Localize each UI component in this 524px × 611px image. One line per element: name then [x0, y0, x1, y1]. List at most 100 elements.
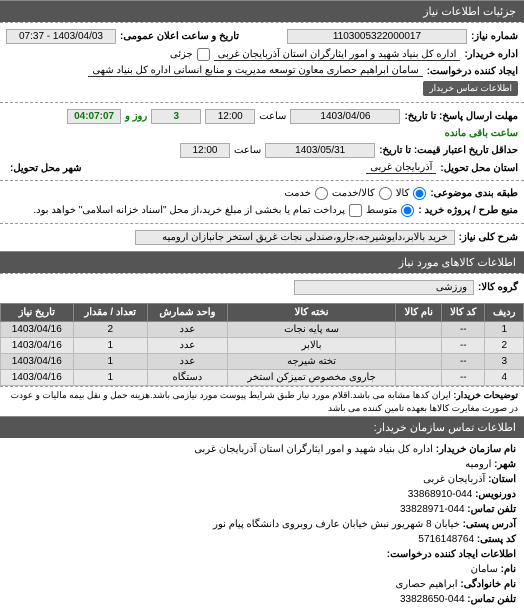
table-cell: -- [442, 322, 485, 338]
goods-header-title: اطلاعات کالاهای مورد نیاز [399, 257, 516, 269]
table-row: 3--تخته شیرجهعدد11403/04/16 [1, 354, 524, 370]
need-desc-label: شرح کلی نیاز: [459, 232, 518, 243]
table-cell: جاروی مخصوص تمیزکن استخر [227, 370, 396, 386]
buyer-notes-section: توضیحات خریدار: ایران کدها مشابه می باشد… [0, 386, 524, 416]
name-label: نام: [501, 564, 516, 575]
req-no-label: شماره نیاز: [471, 31, 518, 42]
phone2-value: 044-33828650 [400, 594, 465, 605]
credit-time: 12:00 [180, 143, 230, 158]
fax-value: 044-33868910 [408, 489, 473, 500]
fax-label: دورنویس: [475, 489, 516, 500]
table-cell [396, 354, 442, 370]
table-cell: 1403/04/16 [1, 322, 74, 338]
remain-label: ساعت باقی مانده [445, 128, 518, 139]
send-date: 1403/04/06 [290, 109, 400, 124]
table-cell: بالابر [227, 338, 396, 354]
table-cell: 1403/04/16 [1, 370, 74, 386]
family-label: نام خانوادگی: [460, 579, 516, 590]
table-cell: 3 [485, 354, 524, 370]
purchase-type-label: منبع طرح / پروژه خرید : [418, 205, 518, 216]
delivery-state-label: استان محل تحویل: [440, 163, 518, 174]
opt-medium-radio[interactable] [401, 204, 414, 217]
table-cell: 1 [73, 370, 147, 386]
table-cell: 4 [485, 370, 524, 386]
send-time: 12:00 [205, 109, 255, 124]
buyer-value: اداره کل بنیاد شهید و امور ایثارگران است… [214, 49, 461, 61]
table-cell: 1 [73, 354, 147, 370]
address-label: آدرس پستی: [463, 519, 516, 530]
opt-goods-radio[interactable] [413, 187, 426, 200]
table-row: 1-- سه پایه نجاتعدد21403/04/16 [1, 322, 524, 338]
phone-label: تلفن تماس: [467, 504, 516, 515]
org-label: نام سازمان خریدار: [436, 444, 516, 455]
table-cell: -- [442, 370, 485, 386]
panel-header: جزئیات اطلاعات نیاز [0, 0, 524, 22]
table-cell: 1 [485, 322, 524, 338]
table-cell: عدد [147, 322, 227, 338]
req-no-value: 1103005322000017 [287, 29, 467, 44]
opt-medium: متوسط [366, 205, 397, 216]
opt-svc-radio[interactable] [315, 187, 328, 200]
table-header: کد کالا [442, 304, 485, 322]
buyer-notes-text: ایران کدها مشابه می باشد.اقلام مورد نیاز… [11, 390, 518, 413]
buyer-notes-label: توضیحات خریدار: [453, 390, 518, 400]
org-value: اداره کل بنیاد شهید و امور ایثارگران است… [194, 444, 433, 455]
requester-value: سامان ابراهیم حصاری معاون توسعه مدیریت و… [88, 65, 422, 77]
name-value: سامان [471, 564, 498, 575]
announce-label: تاریخ و ساعت اعلان عمومی: [120, 31, 239, 42]
table-cell [396, 370, 442, 386]
need-section: شرح کلی نیاز: خرید بالابر،دایوشیرجه،جارو… [0, 223, 524, 251]
opt-goods: کالا [396, 188, 410, 199]
creator-header: اطلاعات ایجاد کننده درخواست: [387, 549, 516, 560]
family-value: ابراهیم حصاری [395, 579, 457, 590]
credit-date: 1403/05/31 [265, 143, 375, 158]
table-header: ردیف [485, 304, 524, 322]
credit-label: حداقل تاریخ اعتبار قیمت: تا تاریخ: [379, 145, 518, 156]
table-cell: 2 [73, 322, 147, 338]
treasury-checkbox[interactable] [349, 204, 362, 217]
city-value: ارومیه [465, 459, 491, 470]
table-cell: -- [442, 338, 485, 354]
days-remaining: 3 [151, 109, 201, 124]
opt-svc: خدمت [284, 188, 311, 199]
panel-title: جزئیات اطلاعات نیاز [423, 6, 516, 18]
send-deadline-label: مهلت ارسال پاسخ: تا تاریخ: [404, 111, 518, 122]
request-info-section: شماره نیاز: 1103005322000017 تاریخ و ساع… [0, 22, 524, 102]
time-remaining: 04:07:07 [67, 109, 121, 124]
province-value: آذربایجان غربی [423, 474, 485, 485]
requester-label: ایجاد کننده درخواست: [427, 66, 518, 77]
table-cell: 1403/04/16 [1, 338, 74, 354]
goods-table: ردیفکد کالانام کالانخته کالاواحد شمارشتع… [0, 303, 524, 386]
province-label: استان: [488, 474, 516, 485]
address-value: خیابان 8 شهریور نبش خیابان عارف روبروی د… [213, 519, 460, 530]
table-cell: دستگاه [147, 370, 227, 386]
time-label-2: ساعت [234, 145, 261, 156]
deadline-section: مهلت ارسال پاسخ: تا تاریخ: 1403/04/06 سا… [0, 102, 524, 180]
table-row: 4-- جاروی مخصوص تمیزکن استخردستگاه11403/0… [1, 370, 524, 386]
table-cell [396, 322, 442, 338]
table-cell: سه پایه نجات [227, 322, 396, 338]
table-header: تعداد / مقدار [73, 304, 147, 322]
contact-buyer-button[interactable]: اطلاعات تماس خریدار [423, 81, 518, 96]
goods-header: اطلاعات کالاهای مورد نیاز [0, 251, 524, 273]
postal-label: کد پستی: [477, 534, 516, 545]
postal-value: 5716148764 [418, 534, 474, 545]
phone2-label: تلفن تماس: [467, 594, 516, 605]
table-header: تاریخ نیاز [1, 304, 74, 322]
table-cell: 1 [73, 338, 147, 354]
table-cell: -- [442, 354, 485, 370]
table-header: واحد شمارش [147, 304, 227, 322]
buyer-label: اداره خریدار: [464, 49, 518, 60]
goods-group-section: گروه کالا: ورزشی [0, 273, 524, 301]
delivery-state: آذربایجان غربی [366, 162, 436, 174]
table-cell: 1403/04/16 [1, 354, 74, 370]
table-row: 2--بالابرعدد11403/04/16 [1, 338, 524, 354]
table-header: نام کالا [396, 304, 442, 322]
time-label-1: ساعت [259, 111, 286, 122]
partial-checkbox[interactable] [197, 48, 210, 61]
table-cell: تخته شیرجه [227, 354, 396, 370]
opt-service-radio[interactable] [379, 187, 392, 200]
budget-row-label: طبقه بندی موضوعی: [430, 188, 518, 199]
opt-service: کالا/خدمت [332, 188, 375, 199]
budget-section: طبقه بندی موضوعی: کالا کالا/خدمت خدمت من… [0, 180, 524, 223]
